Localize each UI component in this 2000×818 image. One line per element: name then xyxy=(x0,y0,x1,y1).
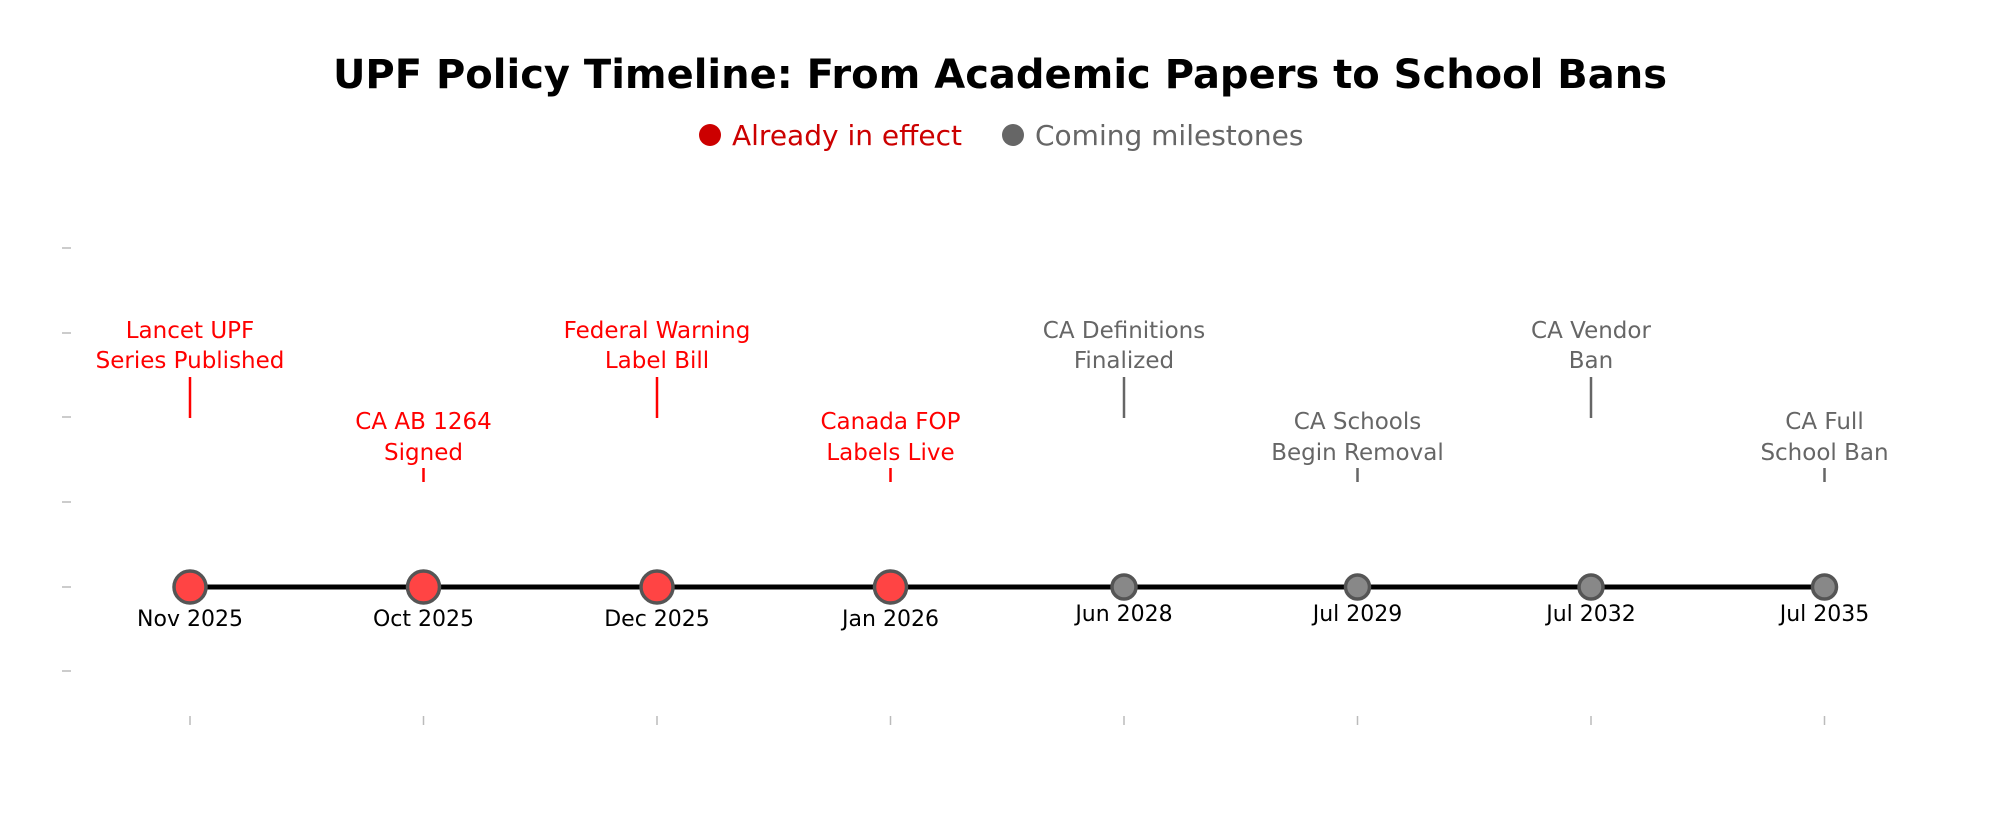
events-layer: Lancet UPF Series Published Nov 2025 CA AB … xyxy=(96,318,1889,632)
timeline-event: Lancet UPF Series Published Nov 2025 xyxy=(96,318,285,632)
event-label-line: Signed xyxy=(384,440,463,466)
event-marker-effect xyxy=(872,569,909,605)
event-date-label: Jul 2029 xyxy=(1311,602,1403,627)
timeline-event: Canada FOP Labels Live Jan 2026 xyxy=(820,409,960,632)
legend-coming-label: Coming milestones xyxy=(1035,119,1303,152)
event-label-line: CA AB 1264 xyxy=(355,409,491,435)
timeline-event: CA Vendor Ban Jul 2032 xyxy=(1531,318,1651,627)
event-marker-coming xyxy=(1810,573,1839,601)
event-label-line: CA Definitions xyxy=(1043,318,1205,344)
event-label-line: Canada FOP xyxy=(820,409,960,435)
event-date-label: Jun 2028 xyxy=(1073,602,1172,627)
event-label-line: Lancet UPF xyxy=(126,318,255,344)
timeline-event: CA Schools Begin Removal Jul 2029 xyxy=(1271,409,1443,627)
event-date-label: Jul 2032 xyxy=(1544,602,1636,627)
event-label-line: Labels Live xyxy=(826,440,954,466)
event-marker-coming xyxy=(1110,573,1138,601)
event-label-line: CA Schools xyxy=(1294,409,1421,435)
event-label-line: Begin Removal xyxy=(1271,440,1443,466)
x-axis-ticks xyxy=(189,716,1826,725)
event-date-label: Jan 2026 xyxy=(840,607,939,632)
event-marker-coming xyxy=(1577,573,1605,601)
event-date-label: Jul 2035 xyxy=(1778,602,1870,627)
event-label-line: School Ban xyxy=(1760,440,1888,466)
legend-effect-marker xyxy=(699,124,721,146)
legend-coming-marker xyxy=(1002,124,1024,146)
event-date-label: Nov 2025 xyxy=(137,607,243,632)
event-label-line: Finalized xyxy=(1074,348,1174,374)
timeline-event: CA Definitions Finalized Jun 2028 xyxy=(1043,318,1205,627)
chart-title: UPF Policy Timeline: From Academic Paper… xyxy=(333,52,1667,98)
legend: Already in effect Coming milestones xyxy=(699,119,1303,152)
event-date-label: Oct 2025 xyxy=(373,607,474,632)
event-label-line: Series Published xyxy=(96,348,285,374)
timeline-event: CA AB 1264 Signed Oct 2025 xyxy=(355,409,491,632)
y-axis-ticks xyxy=(62,247,71,672)
timeline-event: Federal Warning Label Bill Dec 2025 xyxy=(564,318,751,632)
event-date-label: Dec 2025 xyxy=(604,607,710,632)
event-marker-coming xyxy=(1343,573,1372,601)
event-label-line: Federal Warning xyxy=(564,318,751,344)
event-label-line: CA Full xyxy=(1785,409,1863,435)
event-label-line: Label Bill xyxy=(605,348,709,374)
event-label-line: Ban xyxy=(1569,348,1613,374)
legend-effect-label: Already in effect xyxy=(732,119,962,152)
event-label-line: CA Vendor xyxy=(1531,318,1651,344)
timeline-event: CA Full School Ban Jul 2035 xyxy=(1760,409,1888,627)
event-marker-effect xyxy=(639,569,675,605)
event-marker-effect xyxy=(172,569,208,605)
event-marker-effect xyxy=(405,569,442,605)
